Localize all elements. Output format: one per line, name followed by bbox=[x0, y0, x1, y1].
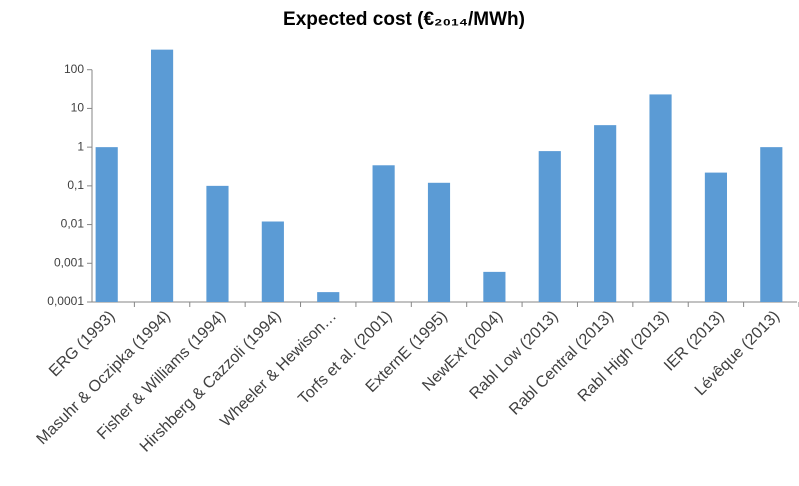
bar bbox=[95, 147, 118, 302]
y-tick-label: 0,001 bbox=[54, 255, 84, 269]
y-tick-label: 1 bbox=[77, 139, 84, 153]
bar bbox=[427, 182, 451, 302]
bar bbox=[594, 125, 617, 303]
bar bbox=[317, 292, 340, 302]
x-tick-label: Torfs et al. (2001) bbox=[295, 308, 395, 408]
bar bbox=[483, 271, 506, 302]
bar bbox=[649, 94, 672, 303]
bar bbox=[206, 185, 229, 302]
bar bbox=[538, 151, 561, 302]
bar bbox=[261, 221, 284, 302]
bar bbox=[372, 165, 395, 302]
bar bbox=[151, 49, 174, 303]
y-tick-label: 0,0001 bbox=[47, 294, 84, 308]
y-tick-label: 10 bbox=[71, 101, 85, 115]
x-tick-label: Rabl Central (2013) bbox=[506, 308, 617, 419]
bar bbox=[760, 147, 783, 302]
y-tick-label: 100 bbox=[64, 62, 84, 76]
bar bbox=[704, 172, 727, 302]
y-tick-label: 0,1 bbox=[67, 178, 84, 192]
chart-title: Expected cost (€₂₀₁₄/MWh) bbox=[283, 9, 525, 30]
y-tick-label: 0,01 bbox=[61, 217, 85, 231]
